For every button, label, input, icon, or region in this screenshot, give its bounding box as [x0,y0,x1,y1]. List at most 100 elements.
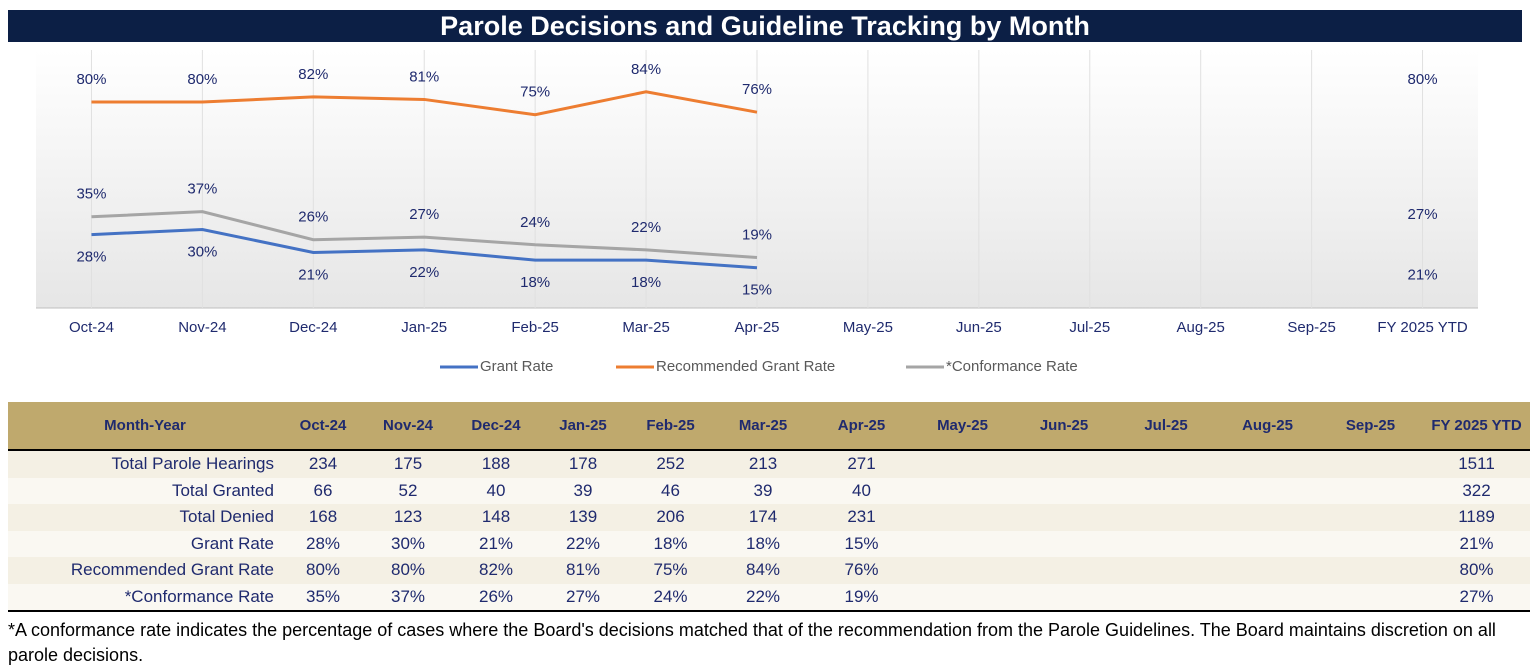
table-cell: 19% [811,583,912,612]
table-cell [1115,583,1217,612]
table-header-cell: Nov-24 [364,402,452,451]
table-cell [1115,450,1217,478]
table-cell: 123 [364,504,452,531]
table-cell [1318,477,1423,504]
table-cell: 80% [364,557,452,584]
table-cell [1013,477,1115,504]
table-cell: 39 [715,477,811,504]
table-cell [1013,557,1115,584]
table-cell: 1511 [1423,450,1530,478]
data-label: 80% [187,71,217,88]
table-cell: 175 [364,450,452,478]
table-cell [912,583,1013,612]
x-tick-label: Sep-25 [1287,319,1335,336]
table-cell: 188 [452,450,540,478]
table-cell: 26% [452,583,540,612]
table-cell: 27% [540,583,626,612]
x-tick-label: Mar-25 [622,319,670,336]
table-cell: 21% [1423,530,1530,557]
data-label: 19% [742,227,772,244]
table-row: Total Denied 168 123 148 139 206 174 231 1189 [8,504,1530,531]
row-label: Total Denied [8,504,282,531]
table-cell: 213 [715,450,811,478]
table-cell [912,504,1013,531]
table-cell [1013,450,1115,478]
x-tick-label: Oct-24 [69,319,114,336]
row-label: Total Granted [8,477,282,504]
table-cell [1318,583,1423,612]
table-cell: 46 [626,477,715,504]
table-cell [912,557,1013,584]
x-tick-label: Aug-25 [1177,319,1225,336]
x-tick-label: May-25 [843,319,893,336]
table-header-cell: Dec-24 [452,402,540,451]
table-cell: 234 [282,450,364,478]
data-label: 27% [1408,206,1438,223]
table-header-cell: Feb-25 [626,402,715,451]
legend-label: Recommended Grant Rate [656,358,835,375]
table-cell [1115,477,1217,504]
row-label: Recommended Grant Rate [8,557,282,584]
x-tick-label: Dec-24 [289,319,337,336]
table-row: Recommended Grant Rate 80% 80% 82% 81% 75% 84%… [8,557,1530,584]
data-label: 22% [409,264,439,281]
table-cell: 75% [626,557,715,584]
table-header-cell: Apr-25 [811,402,912,451]
x-tick-label: Jan-25 [401,319,447,336]
table-cell: 18% [626,530,715,557]
legend-label: *Conformance Rate [946,358,1078,375]
table-header-cell: Jun-25 [1013,402,1115,451]
x-tick-label: Feb-25 [511,319,559,336]
table-cell: 76% [811,557,912,584]
data-label: 30% [187,243,217,260]
data-label: 21% [1408,266,1438,283]
table-cell: 84% [715,557,811,584]
table-cell: 174 [715,504,811,531]
data-label: 80% [76,71,106,88]
table-row: Total Granted 66 52 40 39 46 39 40 322 [8,477,1530,504]
data-label: 75% [520,84,550,101]
table-cell: 82% [452,557,540,584]
table-cell [1217,583,1318,612]
table-cell: 148 [452,504,540,531]
table-cell: 66 [282,477,364,504]
table-cell [1217,450,1318,478]
table-cell [912,530,1013,557]
table-cell [1013,530,1115,557]
table-cell: 252 [626,450,715,478]
data-label: 28% [76,249,106,266]
table-header-cell: Oct-24 [282,402,364,451]
data-label: 81% [409,68,439,85]
table-cell: 80% [282,557,364,584]
table-cell: 21% [452,530,540,557]
table-header-cell: Month-Year [8,402,282,451]
table-cell: 139 [540,504,626,531]
data-label: 82% [298,66,328,83]
table-cell: 80% [1423,557,1530,584]
table-cell [1115,504,1217,531]
table-cell: 231 [811,504,912,531]
data-label: 22% [631,219,661,236]
table-cell: 81% [540,557,626,584]
row-label: *Conformance Rate [8,583,282,612]
footnote: *A conformance rate indicates the percen… [8,620,1496,665]
data-label: 35% [76,186,106,203]
table-header-cell: Jan-25 [540,402,626,451]
table-cell: 22% [540,530,626,557]
table-cell [1217,477,1318,504]
table-cell [1013,504,1115,531]
table-header-cell: FY 2025 YTD [1423,402,1530,451]
table-cell: 178 [540,450,626,478]
table-cell: 28% [282,530,364,557]
data-label: 27% [409,206,439,223]
data-label: 18% [631,274,661,291]
table-cell: 24% [626,583,715,612]
table-cell [1115,530,1217,557]
data-label: 80% [1408,71,1438,88]
table-cell: 40 [452,477,540,504]
x-tick-label: Jul-25 [1069,319,1110,336]
table-cell: 40 [811,477,912,504]
row-label: Grant Rate [8,530,282,557]
table-cell: 15% [811,530,912,557]
x-tick-label: Jun-25 [956,319,1002,336]
